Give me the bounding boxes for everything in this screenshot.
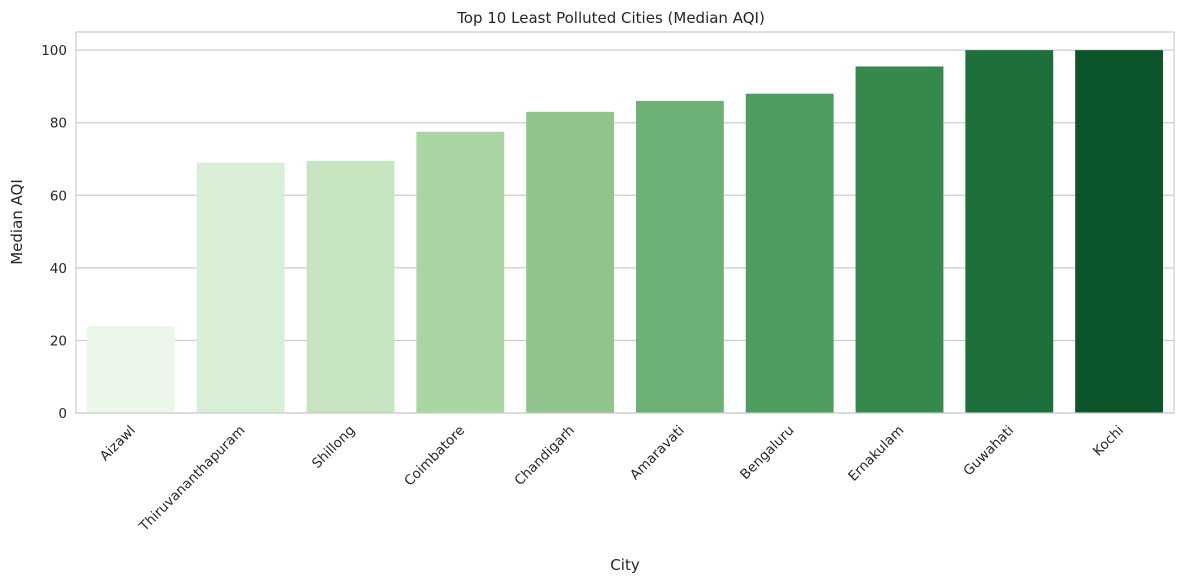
y-axis-ticks: 0 20 40 60 80 100: [41, 43, 67, 422]
x-tick-label: Thiruvananthapuram: [136, 423, 249, 536]
bars: [86, 50, 1164, 414]
bar-guwahati: [965, 50, 1054, 414]
bar-aizawl: [86, 325, 175, 413]
x-axis-label: City: [610, 556, 640, 574]
y-axis-label: Median AQI: [8, 179, 26, 265]
bar-ernakulam: [855, 66, 944, 413]
bar-shillong: [306, 160, 395, 413]
bar-chandigarh: [526, 111, 615, 413]
bar-kochi: [1075, 50, 1164, 414]
x-tick-label: Aizawl: [97, 423, 139, 465]
y-tick-label: 80: [50, 116, 67, 132]
y-tick-label: 0: [58, 406, 67, 422]
x-tick-label: Amaravati: [627, 423, 688, 484]
bar-bengaluru: [745, 93, 834, 413]
x-tick-label: Bengaluru: [737, 423, 797, 483]
x-tick-label: Shillong: [309, 423, 358, 472]
y-tick-label: 100: [41, 43, 67, 59]
y-tick-label: 60: [50, 188, 67, 204]
x-tick-label: Coimbatore: [401, 423, 468, 490]
x-tick-label: Kochi: [1090, 423, 1127, 460]
y-tick-label: 40: [50, 261, 67, 277]
x-tick-label: Ernakulam: [845, 423, 907, 485]
plot-frame: [75, 31, 1175, 414]
x-tick-label: Chandigarh: [512, 423, 578, 489]
bar-coimbatore: [416, 131, 505, 414]
x-tick-label: Guwahati: [960, 423, 1017, 480]
y-tick-label: 20: [50, 333, 67, 349]
bar-amaravati: [635, 100, 724, 413]
bar-thiruvananthapuram: [196, 162, 285, 413]
chart-title: Top 10 Least Polluted Cities (Median AQI…: [456, 9, 765, 27]
